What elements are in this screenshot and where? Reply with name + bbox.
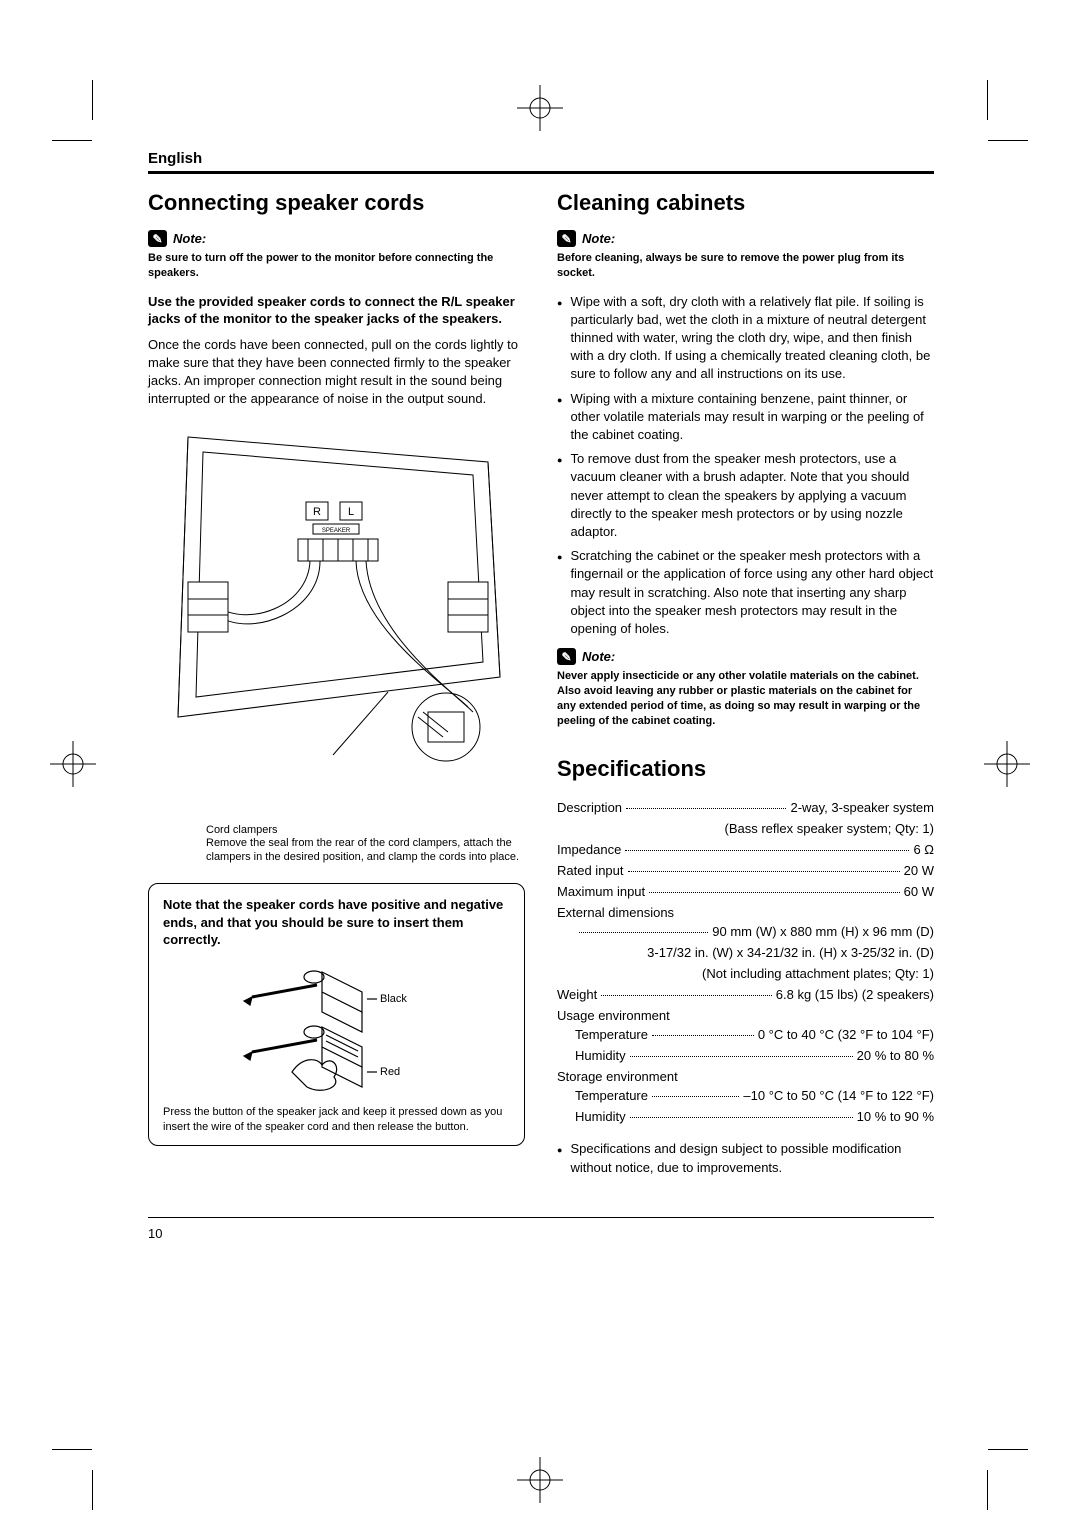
registration-mark — [517, 1457, 563, 1503]
note-body: Be sure to turn off the power to the mon… — [148, 251, 525, 281]
svg-text:Red: Red — [380, 1066, 400, 1078]
list-item: Wipe with a soft, dry cloth with a relat… — [557, 293, 934, 384]
heading-specs: Specifications — [557, 756, 934, 782]
crop-mark — [988, 1449, 1028, 1470]
spec-head: Usage environment — [557, 1008, 934, 1023]
list-item: Specifications and design subject to pos… — [557, 1140, 934, 1176]
list-item: Wiping with a mixture containing benzene… — [557, 390, 934, 445]
note-heading: ✎ Note: — [148, 230, 525, 247]
divider — [148, 1217, 934, 1218]
spec-row: Maximum input60 W — [557, 884, 934, 899]
cleaning-list: Wipe with a soft, dry cloth with a relat… — [557, 293, 934, 638]
pencil-icon: ✎ — [148, 230, 167, 247]
polarity-frame: Note that the speaker cords have positiv… — [148, 883, 525, 1145]
instruction-bold: Use the provided speaker cords to connec… — [148, 293, 525, 328]
spec-row: Humidity20 % to 80 % — [557, 1048, 934, 1063]
note-body: Before cleaning, always be sure to remov… — [557, 251, 934, 281]
svg-text:L: L — [348, 506, 354, 518]
spec-row: Impedance6 Ω — [557, 842, 934, 857]
spec-row: Temperature0 °C to 40 °C (32 °F to 104 °… — [557, 1027, 934, 1042]
registration-mark — [517, 85, 563, 131]
connection-diagram: R L SPEAKER — [148, 427, 525, 807]
registration-mark — [984, 741, 1030, 787]
spec-footnote: Specifications and design subject to pos… — [557, 1140, 934, 1176]
frame-bold: Note that the speaker cords have positiv… — [163, 896, 510, 949]
language-label: English — [148, 150, 934, 167]
crop-mark — [52, 1449, 92, 1470]
spec-row: Description2-way, 3-speaker system — [557, 800, 934, 815]
list-item: Scratching the cabinet or the speaker me… — [557, 547, 934, 638]
note-label: Note: — [582, 231, 615, 246]
divider — [148, 171, 934, 174]
right-column: Cleaning cabinets ✎ Note: Before cleanin… — [557, 190, 934, 1187]
list-item: To remove dust from the speaker mesh pro… — [557, 450, 934, 541]
pencil-icon: ✎ — [557, 230, 576, 247]
crop-mark — [72, 1470, 93, 1510]
registration-mark — [50, 741, 96, 787]
note-heading: ✎ Note: — [557, 648, 934, 665]
clampers-label: Cord clampers — [206, 824, 525, 836]
note-label: Note: — [173, 231, 206, 246]
heading-cleaning: Cleaning cabinets — [557, 190, 934, 216]
note-heading: ✎ Note: — [557, 230, 934, 247]
spec-head: External dimensions — [557, 905, 934, 920]
svg-text:Black: Black — [380, 993, 407, 1005]
polarity-diagram: Black Red — [222, 957, 452, 1097]
spec-row: Humidity10 % to 90 % — [557, 1109, 934, 1124]
svg-text:R: R — [313, 506, 321, 518]
left-column: Connecting speaker cords ✎ Note: Be sure… — [148, 190, 525, 1187]
heading-connecting: Connecting speaker cords — [148, 190, 525, 216]
spec-head: Storage environment — [557, 1069, 934, 1084]
note-label: Note: — [582, 649, 615, 664]
spec-sub: (Bass reflex speaker system; Qty: 1) — [557, 821, 934, 836]
crop-mark — [987, 1470, 1008, 1510]
spec-row: Weight6.8 kg (15 lbs) (2 speakers) — [557, 987, 934, 1002]
page-number: 10 — [148, 1226, 934, 1241]
svg-text:SPEAKER: SPEAKER — [322, 528, 351, 534]
pencil-icon: ✎ — [557, 648, 576, 665]
spec-sub: 3-17/32 in. (W) x 34-21/32 in. (H) x 3-2… — [557, 945, 934, 960]
crop-mark — [52, 120, 92, 141]
spec-sub: (Not including attachment plates; Qty: 1… — [557, 966, 934, 981]
clampers-caption: Remove the seal from the rear of the cor… — [206, 836, 525, 866]
note-body: Never apply insecticide or any other vol… — [557, 669, 934, 728]
instruction-para: Once the cords have been connected, pull… — [148, 336, 525, 409]
spec-row: Rated input20 W — [557, 863, 934, 878]
crop-mark — [988, 120, 1028, 141]
crop-mark — [987, 80, 1008, 120]
spec-row: Temperature–10 °C to 50 °C (14 °F to 122… — [557, 1088, 934, 1103]
frame-caption: Press the button of the speaker jack and… — [163, 1105, 510, 1135]
spec-row: 90 mm (W) x 880 mm (H) x 96 mm (D) — [557, 924, 934, 939]
crop-mark — [72, 80, 93, 120]
